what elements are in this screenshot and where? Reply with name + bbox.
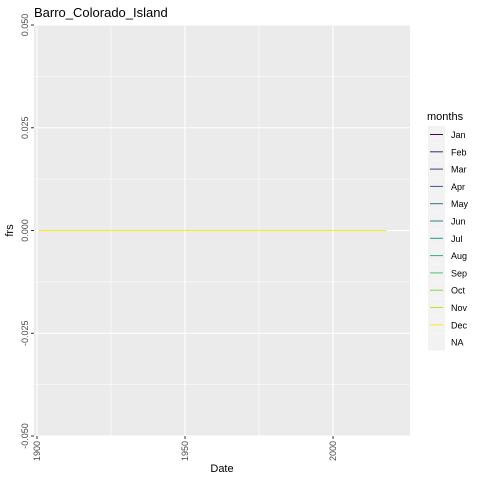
y-axis-tick-labels: -0.050 -0.025 0.000 0.025 0.050: [20, 14, 30, 449]
x-tick-label: 2000: [328, 441, 338, 461]
legend-title: months: [427, 111, 464, 123]
legend-label: Apr: [451, 182, 465, 192]
legend-label: Jul: [451, 234, 463, 244]
chart-title: Barro_Colorado_Island: [34, 5, 168, 20]
major-gridlines: [34, 24, 410, 437]
x-axis-title: Date: [210, 463, 233, 475]
legend-item-dec: Dec: [428, 316, 468, 334]
legend-label: NA: [451, 338, 464, 348]
y-tick-label: -0.050: [20, 423, 30, 449]
axis-ticks: [31, 24, 334, 439]
legend-label: Sep: [451, 268, 467, 278]
legend-item-apr: Apr: [428, 177, 465, 195]
legend-item-jun: Jun: [428, 212, 466, 230]
legend-items: Jan Feb Mar Apr May Jun Jul Aug Sep Oct Nov Dec NA: [428, 126, 469, 351]
legend-item-nov: Nov: [428, 299, 468, 316]
legend-label: Dec: [451, 320, 468, 330]
legend-label: Jan: [451, 130, 466, 140]
x-tick-label: 1950: [180, 441, 190, 461]
legend-item-mar: Mar: [428, 160, 467, 178]
legend-label: Aug: [451, 251, 467, 261]
y-tick-label: 0.050: [20, 14, 30, 37]
legend-item-sep: Sep: [428, 264, 467, 282]
legend-label: Feb: [451, 147, 467, 157]
y-axis-title: frs: [4, 224, 16, 237]
legend: months Jan Feb Mar Apr May Jun Jul Aug Sep Oct Nov…: [427, 111, 469, 351]
x-axis-tick-labels: 1900 1950 2000: [32, 441, 338, 461]
legend-item-oct: Oct: [428, 281, 466, 299]
legend-item-may: May: [428, 195, 469, 213]
legend-item-na: NA: [428, 333, 464, 351]
legend-label: Nov: [451, 303, 468, 313]
y-tick-label: -0.025: [20, 320, 30, 346]
legend-item-jan: Jan: [428, 126, 466, 143]
legend-item-feb: Feb: [428, 143, 467, 161]
legend-label: May: [451, 199, 469, 209]
y-tick-label: 0.000: [20, 219, 30, 242]
legend-label: Oct: [451, 286, 466, 296]
y-tick-label: 0.025: [20, 116, 30, 139]
legend-item-aug: Aug: [428, 247, 467, 265]
legend-item-jul: Jul: [428, 229, 463, 247]
x-tick-label: 1900: [32, 441, 42, 461]
legend-key: [428, 333, 445, 351]
legend-label: Jun: [451, 217, 466, 227]
legend-label: Mar: [451, 165, 467, 175]
